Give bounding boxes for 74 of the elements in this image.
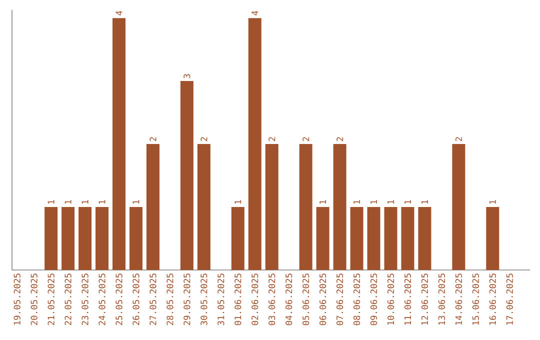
data-label: 1 xyxy=(98,200,106,204)
data-label: 1 xyxy=(64,200,72,204)
bar xyxy=(44,207,58,270)
data-label: 2 xyxy=(200,137,208,142)
x-tick-label: 14.06.2025 xyxy=(455,274,462,325)
bar xyxy=(401,207,414,270)
x-tick-label: 21.05.2025 xyxy=(48,274,54,326)
bar xyxy=(316,207,330,270)
data-label: 1 xyxy=(48,200,54,204)
x-tick-label: 31.05.2025 xyxy=(218,274,224,326)
x-tick-label: 29.05.2025 xyxy=(184,274,190,326)
x-tick-label: 23.05.2025 xyxy=(82,274,88,326)
x-tick-label: 10.06.2025 xyxy=(387,274,394,325)
bar xyxy=(350,207,364,270)
bar xyxy=(62,207,75,270)
data-label: 3 xyxy=(184,74,190,78)
bar xyxy=(197,144,210,270)
bar xyxy=(452,144,466,270)
x-tick-label: 04.06.2025 xyxy=(286,274,292,326)
data-label: 2 xyxy=(336,137,344,142)
data-label: 1 xyxy=(354,200,360,204)
data-label: 2 xyxy=(268,137,276,142)
x-tick-label: 12.06.2025 xyxy=(421,274,428,325)
data-label: 2 xyxy=(455,137,462,142)
x-tick-label: 08.06.2025 xyxy=(353,274,360,326)
data-label: 1 xyxy=(404,200,411,204)
x-tick-label: 27.05.2025 xyxy=(150,274,156,326)
x-tick-label: 28.05.2025 xyxy=(166,274,174,326)
bar xyxy=(248,18,262,270)
data-label: 2 xyxy=(150,137,156,142)
data-label: 1 xyxy=(320,200,326,204)
x-tick-label: 09.06.2025 xyxy=(370,274,378,326)
x-tick-label: 30.05.2025 xyxy=(200,274,208,326)
bar xyxy=(180,81,194,270)
bar xyxy=(384,207,398,270)
x-tick-label: 13.06.2025 xyxy=(438,274,446,325)
x-tick-label: 16.06.2025 xyxy=(489,274,496,325)
x-tick-label: 15.06.2025 xyxy=(472,274,479,325)
x-tick-label: 19.05.2025 xyxy=(14,274,20,325)
x-tick-label: 17.06.2025 xyxy=(506,274,513,325)
data-label: 1 xyxy=(489,200,496,204)
data-label: 4 xyxy=(116,10,122,16)
data-label: 1 xyxy=(370,200,377,204)
data-label: 1 xyxy=(422,200,428,204)
bar xyxy=(231,207,244,270)
bar xyxy=(78,207,92,270)
x-tick-label: 01.06.2025 xyxy=(234,274,242,326)
bar xyxy=(265,144,278,270)
data-label: 1 xyxy=(82,200,88,204)
bar xyxy=(112,18,126,270)
bar xyxy=(486,207,500,270)
data-label: 1 xyxy=(388,200,394,204)
x-tick-label: 06.06.2025 xyxy=(319,274,326,326)
x-tick-label: 24.05.2025 xyxy=(98,274,106,326)
bar xyxy=(418,207,432,270)
bar xyxy=(96,207,109,270)
data-label: 1 xyxy=(234,200,242,204)
bar xyxy=(146,144,160,270)
x-tick-label: 07.06.2025 xyxy=(336,274,344,326)
bar xyxy=(333,144,346,270)
x-tick-label: 11.06.2025 xyxy=(404,274,412,325)
bar xyxy=(129,207,142,270)
x-tick-label: 25.05.2025 xyxy=(116,274,122,326)
x-tick-label: 03.06.2025 xyxy=(268,274,276,326)
bar xyxy=(299,144,312,270)
bar xyxy=(367,207,380,270)
data-label: 1 xyxy=(132,200,140,204)
x-tick-label: 26.05.2025 xyxy=(132,274,140,326)
x-tick-label: 22.05.2025 xyxy=(64,274,72,326)
x-tick-label: 20.05.2025 xyxy=(30,274,38,326)
data-label: 4 xyxy=(252,10,258,16)
x-tick-label: 02.06.2025 xyxy=(252,274,258,326)
x-tick-label: 05.06.2025 xyxy=(302,274,310,326)
data-label: 2 xyxy=(302,137,310,142)
